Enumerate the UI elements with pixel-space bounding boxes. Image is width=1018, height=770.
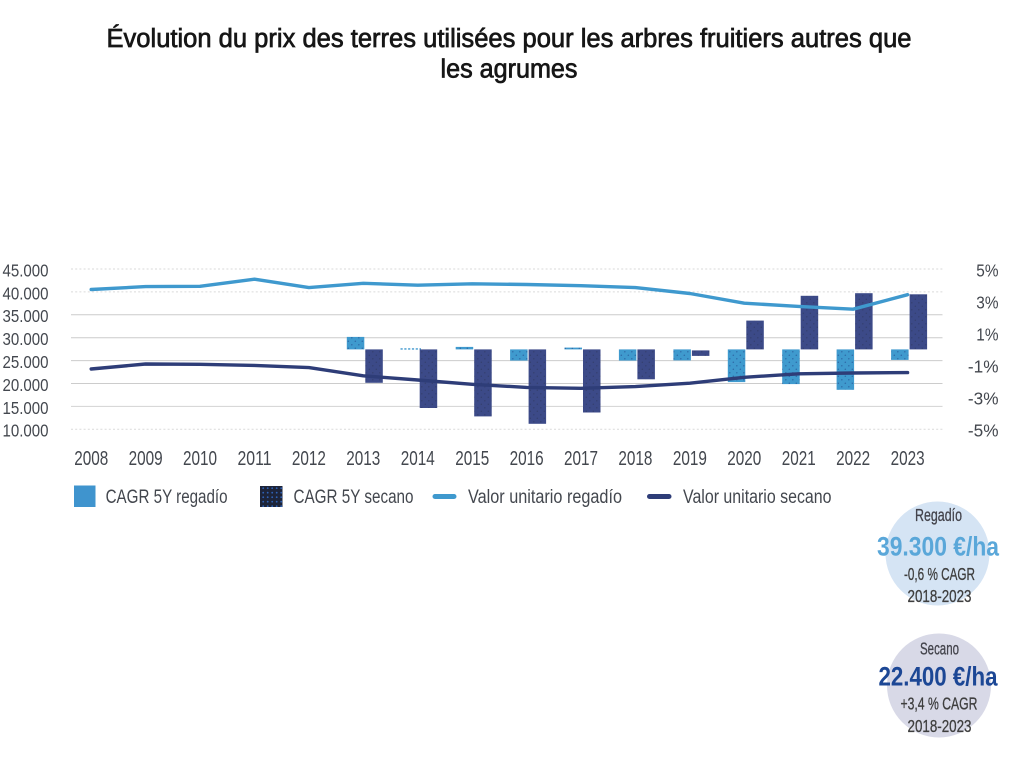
svg-text:10.000: 10.000 <box>3 421 49 441</box>
svg-text:les agrumes: les agrumes <box>441 56 578 84</box>
svg-text:-5%: -5% <box>968 421 999 441</box>
svg-text:-3%: -3% <box>968 389 999 409</box>
svg-text:15.000: 15.000 <box>3 398 49 418</box>
svg-text:2017: 2017 <box>564 447 598 470</box>
svg-text:2018-2023: 2018-2023 <box>908 586 972 606</box>
svg-text:30.000: 30.000 <box>3 329 49 349</box>
svg-text:CAGR 5Y regadío: CAGR 5Y regadío <box>106 487 228 508</box>
svg-text:22.400 €/ha: 22.400 €/ha <box>879 662 999 692</box>
svg-text:2010: 2010 <box>183 447 217 470</box>
svg-text:Évolution du prix des terres u: Évolution du prix des terres utilisées p… <box>107 24 912 53</box>
svg-text:2015: 2015 <box>455 447 489 470</box>
svg-text:45.000: 45.000 <box>3 260 49 280</box>
svg-text:Regadío: Regadío <box>915 505 962 525</box>
svg-text:2018-2023: 2018-2023 <box>908 716 972 736</box>
svg-text:20.000: 20.000 <box>3 375 49 395</box>
svg-text:2023: 2023 <box>891 447 925 470</box>
svg-text:3%: 3% <box>976 293 998 313</box>
svg-text:25.000: 25.000 <box>3 352 49 372</box>
svg-text:-1%: -1% <box>968 357 999 377</box>
svg-text:Valor unitario regadío: Valor unitario regadío <box>468 487 622 508</box>
svg-text:2018: 2018 <box>618 447 652 470</box>
svg-text:+3,4 % CAGR: +3,4 % CAGR <box>901 694 978 714</box>
svg-text:2008: 2008 <box>74 447 108 470</box>
svg-text:2016: 2016 <box>510 447 544 470</box>
svg-text:40.000: 40.000 <box>3 283 49 303</box>
svg-text:35.000: 35.000 <box>3 306 49 326</box>
svg-text:-0,6 % CAGR: -0,6 % CAGR <box>904 564 975 584</box>
svg-text:2009: 2009 <box>129 447 163 470</box>
svg-text:Valor unitario secano: Valor unitario secano <box>683 487 832 508</box>
svg-text:39.300 €/ha: 39.300 €/ha <box>877 532 1000 562</box>
svg-text:2022: 2022 <box>836 447 870 470</box>
svg-text:2019: 2019 <box>673 447 707 470</box>
svg-text:2014: 2014 <box>401 447 435 470</box>
svg-text:2013: 2013 <box>346 447 380 470</box>
svg-text:1%: 1% <box>976 325 998 345</box>
svg-text:CAGR 5Y secano: CAGR 5Y secano <box>294 487 414 508</box>
svg-text:2020: 2020 <box>727 447 761 470</box>
svg-text:2012: 2012 <box>292 447 326 470</box>
svg-text:Secano: Secano <box>920 639 959 659</box>
svg-text:2011: 2011 <box>238 447 272 470</box>
svg-text:5%: 5% <box>976 261 998 281</box>
svg-text:2021: 2021 <box>782 447 816 470</box>
